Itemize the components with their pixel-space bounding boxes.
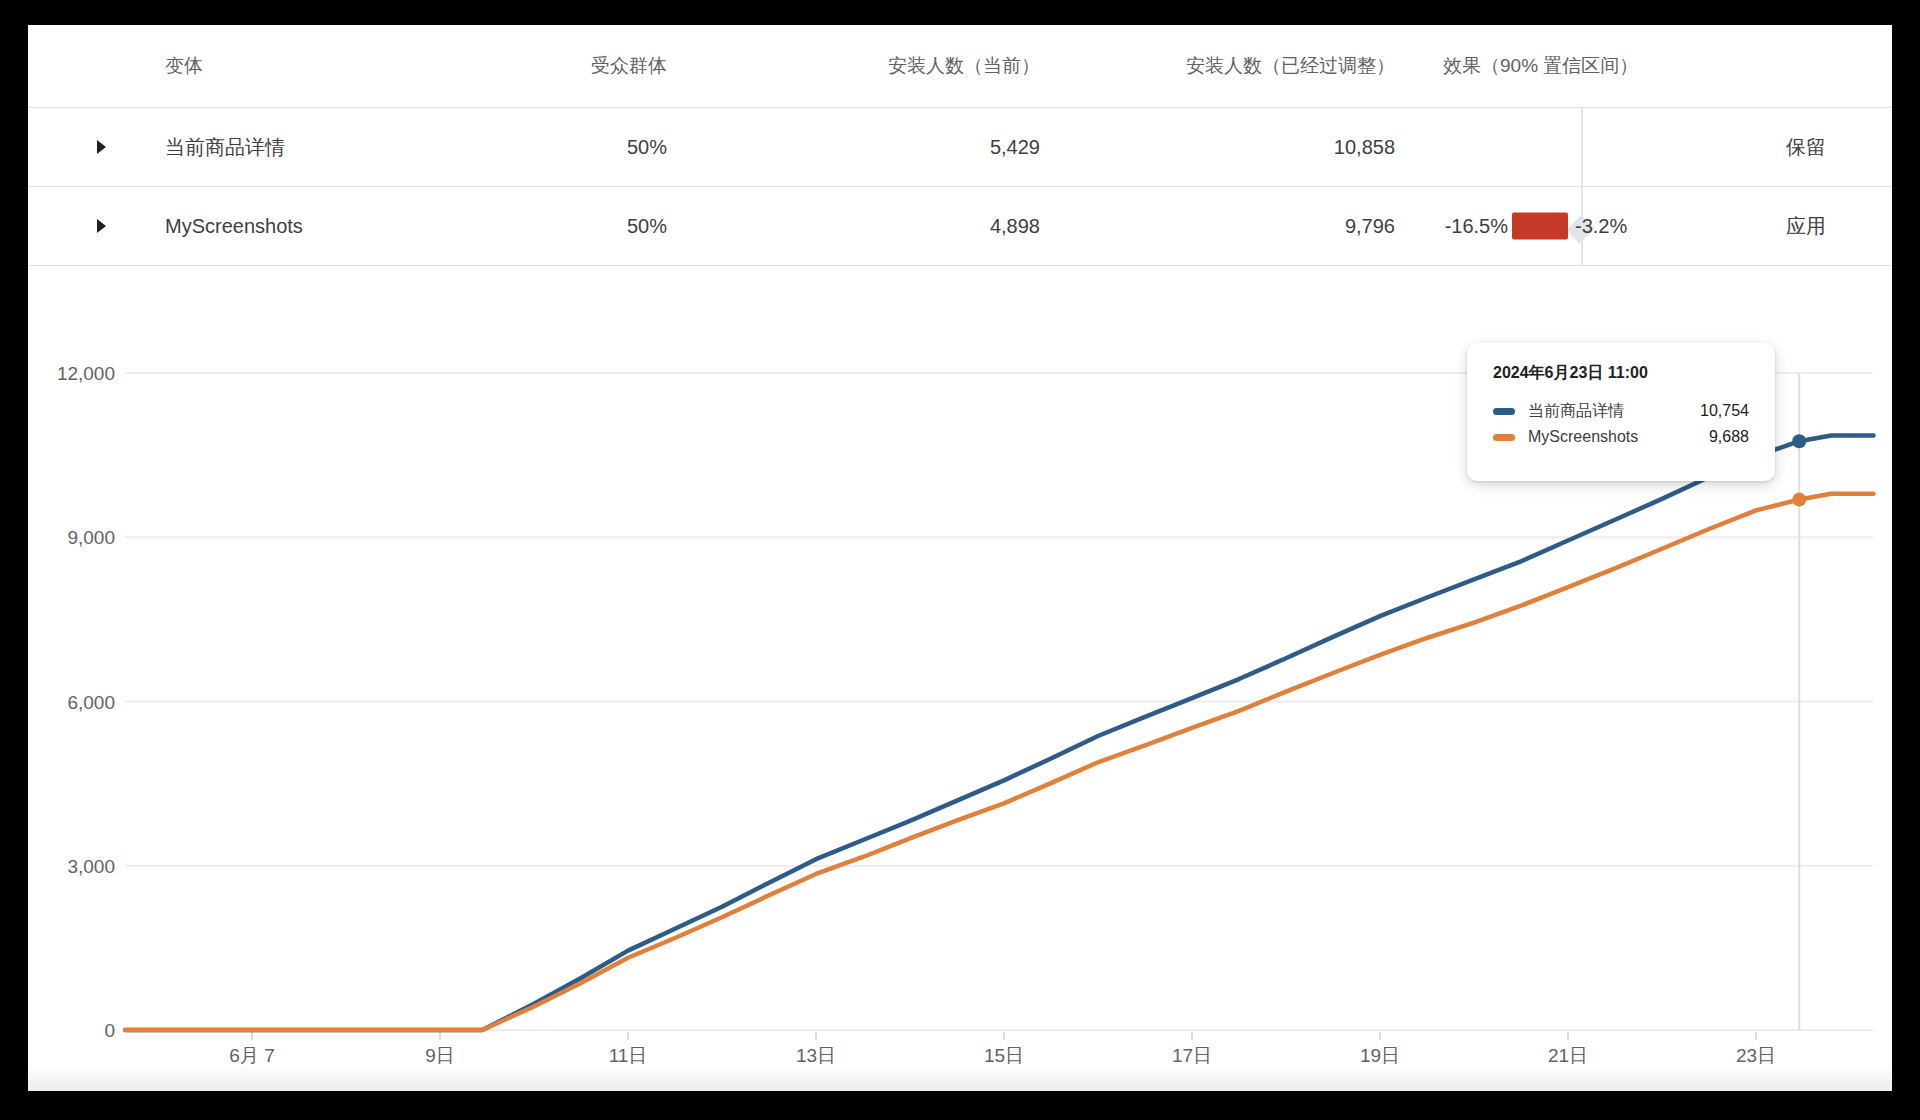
col-header-audience: 受众群体 [591,53,667,79]
expand-row-icon[interactable] [91,136,113,158]
expand-row-icon[interactable] [91,215,113,237]
results-table-header: 变体 受众群体 安装人数（当前） 安装人数（已经过调整） 效果（90% 置信区间… [28,25,1892,108]
tooltip-series-value: 10,754 [1700,402,1749,420]
col-header-variant: 变体 [165,53,203,79]
x-axis-label: 11日 [609,1045,648,1066]
y-axis-label: 12,000 [57,363,115,384]
table-row-treatment: MyScreenshots 50% 4,898 9,796 -16.5% -3.… [28,187,1892,266]
table-row-control: 当前商品详情 50% 5,429 10,858 保留 [28,108,1892,187]
series-line-MyScreenshots [125,494,1873,1030]
x-axis-label: 19日 [1360,1045,1400,1066]
x-axis-label: 21日 [1548,1045,1588,1066]
audience-value: 50% [627,136,667,159]
chart-tooltip: 2024年6月23日 11:00 当前商品详情 10,754 MyScreens… [1467,343,1775,481]
hover-point [1792,493,1806,507]
x-axis-label: 9日 [425,1045,455,1066]
x-axis-label: 17日 [1172,1045,1212,1066]
col-header-installers-adjusted: 安装人数（已经过调整） [1186,53,1395,79]
col-header-effect: 效果（90% 置信区间） [1443,53,1638,79]
hover-point [1792,434,1806,448]
variant-name: 当前商品详情 [165,134,285,161]
tooltip-series-value: 9,688 [1709,428,1749,446]
x-axis-label: 15日 [984,1045,1024,1066]
installers-adjusted-value: 10,858 [1334,136,1395,159]
control-line-swatch-icon [1493,408,1515,415]
tooltip-row-control: 当前商品详情 10,754 [1493,398,1749,424]
tooltip-timestamp: 2024年6月23日 11:00 [1493,363,1749,384]
apply-button[interactable]: 应用 [1786,213,1826,240]
y-axis-label: 0 [104,1020,115,1041]
y-axis-label: 9,000 [67,527,115,548]
x-axis-label: 13日 [796,1045,836,1066]
col-header-installers-current: 安装人数（当前） [888,53,1040,79]
x-axis-label: 6月 7 [229,1045,274,1066]
x-axis-label: 23日 [1736,1045,1776,1066]
audience-value: 50% [627,215,667,238]
y-axis-label: 3,000 [67,856,115,877]
y-axis-label: 6,000 [67,692,115,713]
variant-line-swatch-icon [1493,434,1515,441]
keep-button[interactable]: 保留 [1786,134,1826,161]
tooltip-row-treatment: MyScreenshots 9,688 [1493,424,1749,450]
effect-ci-lower: -16.5% [1445,215,1508,238]
tooltip-series-label: MyScreenshots [1528,428,1638,446]
series-line-当前商品详情 [125,436,1873,1030]
bottom-scroll-fade [28,1065,1892,1091]
installers-current-value: 4,898 [990,215,1040,238]
effect-ci-upper: -3.2% [1575,215,1627,238]
tooltip-series-label: 当前商品详情 [1528,401,1624,422]
experiment-results-card: 变体 受众群体 安装人数（当前） 安装人数（已经过调整） 效果（90% 置信区间… [28,25,1892,1091]
variant-name: MyScreenshots [165,215,303,238]
installers-adjusted-value: 9,796 [1345,215,1395,238]
installers-current-value: 5,429 [990,136,1040,159]
effect-ci-bar [1512,213,1568,240]
